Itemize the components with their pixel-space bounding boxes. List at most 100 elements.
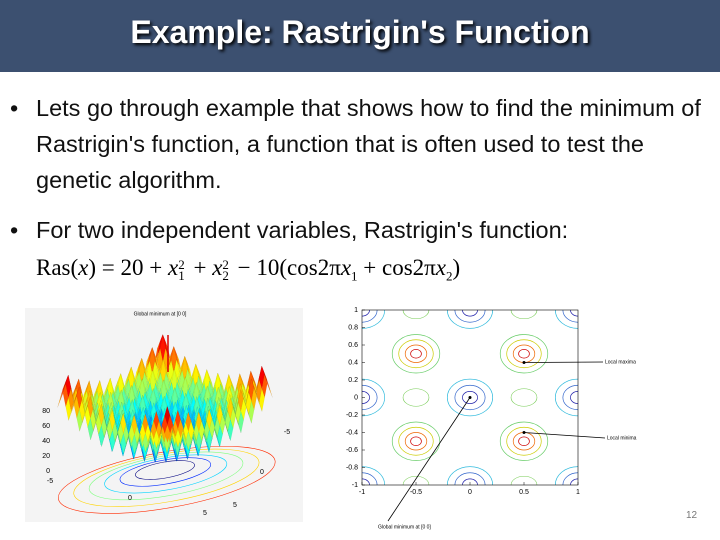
surface-facet [227, 419, 234, 442]
x-tick-label: 0 [468, 489, 472, 496]
bullet: Lets go through example that shows how t… [10, 90, 716, 198]
contour [506, 339, 542, 369]
formula-part: x [212, 255, 223, 280]
y-tick-label: -5 [284, 429, 290, 436]
formula-part: + cos2π [357, 255, 436, 280]
ground-contour [88, 451, 244, 501]
contour [554, 378, 578, 417]
y-tick-label: 0.4 [348, 359, 358, 366]
surface-facet [259, 388, 265, 412]
formula-part: x [168, 255, 179, 280]
surface-facet [217, 425, 223, 447]
z-tick-label: 40 [42, 438, 50, 445]
formula-part: x [340, 255, 352, 280]
annotation: Global minimum at [0 0] [378, 524, 431, 530]
arrow-head [468, 396, 472, 399]
z-tick-label: 0 [46, 468, 50, 475]
contour [446, 466, 494, 485]
y-tick-label: -0.4 [346, 429, 358, 436]
y-tick-label: -0.2 [346, 412, 358, 419]
y-tick-label: 1 [354, 307, 358, 314]
y-tick-label: -0.6 [346, 447, 358, 454]
contour [570, 391, 578, 404]
surface-facet [204, 430, 210, 450]
formula-part: + [187, 255, 213, 280]
contour [462, 310, 478, 317]
bullet: For two independent variables, Rastrigin… [10, 212, 716, 248]
plot-title: Global minimum at [0 0] [134, 311, 187, 317]
arrow-head [522, 361, 526, 364]
contour [512, 344, 536, 363]
ground-contour [104, 454, 228, 494]
formula-part: Ras( [36, 255, 79, 280]
formula-part: − 10(cos2π [231, 255, 341, 280]
surface-facet [172, 427, 179, 448]
contour [462, 391, 478, 404]
ground-contour [57, 446, 276, 514]
contour [518, 349, 530, 359]
contour [404, 344, 428, 363]
annotation-arrow [523, 361, 604, 363]
x-tick-label: 5 [203, 510, 207, 517]
x-tick-label: -5 [47, 478, 53, 485]
contour [402, 310, 430, 320]
contour [391, 334, 441, 374]
contour [499, 421, 549, 461]
formula-part: ) [452, 255, 461, 280]
formula-sub: 1 [351, 268, 358, 284]
formula-sub: 2 [446, 268, 453, 284]
contour [454, 310, 486, 323]
annotation: Local minima [607, 435, 637, 441]
contour [410, 436, 422, 446]
contour [398, 426, 434, 456]
surface-facet [264, 374, 270, 391]
x-tick-label: -0.5 [410, 489, 422, 496]
contour [402, 388, 430, 407]
contour-plot: 1 0.8 0.6 0.4 0.2 0 -0.2 -0.4 -0.6 -0.8 -1-1 -0.5 0 0… [346, 307, 637, 530]
y-tick-label: 5 [233, 502, 237, 509]
formula-part: x [435, 255, 447, 280]
contour [454, 472, 486, 485]
ground-contour [73, 448, 260, 507]
contour [404, 432, 428, 451]
contour [510, 388, 538, 407]
contour [398, 339, 434, 369]
x-tick-label: -1 [359, 489, 365, 496]
surface-facet [261, 374, 268, 398]
formula-sup: 2 [222, 256, 229, 272]
annotation-arrow [523, 432, 606, 439]
surface-facet [193, 431, 200, 452]
contour [512, 432, 536, 451]
surface-facet [214, 427, 221, 447]
y-tick-label: 0.2 [348, 377, 358, 384]
z-tick-label: 60 [42, 423, 50, 430]
slide-title: Example: Rastrigin's Function [130, 14, 590, 50]
y-tick-label: 0.8 [348, 324, 358, 331]
formula-part: x [78, 255, 89, 280]
ground-contour [135, 460, 195, 480]
z-tick-label: 80 [42, 408, 50, 415]
x-tick-label: 1 [576, 489, 580, 496]
contour [499, 334, 549, 374]
contour [446, 310, 494, 329]
formula-sub: 2 [222, 267, 229, 283]
annotation: Local maxima [605, 359, 636, 365]
contour [446, 378, 494, 417]
y-tick-label: 0 [260, 469, 264, 476]
contour [402, 475, 430, 485]
surface-facet [267, 381, 273, 398]
ground-contour [119, 457, 211, 487]
surface-facet [164, 424, 171, 443]
contour [518, 436, 530, 446]
contour [391, 421, 441, 461]
arrow-head [522, 431, 526, 434]
contour [510, 310, 538, 320]
surface-facet [183, 430, 189, 451]
y-tick-label: -1 [352, 482, 358, 489]
surface-facet [256, 395, 263, 412]
x-tick-label: 0.5 [519, 489, 529, 496]
surface-facet [225, 422, 231, 441]
